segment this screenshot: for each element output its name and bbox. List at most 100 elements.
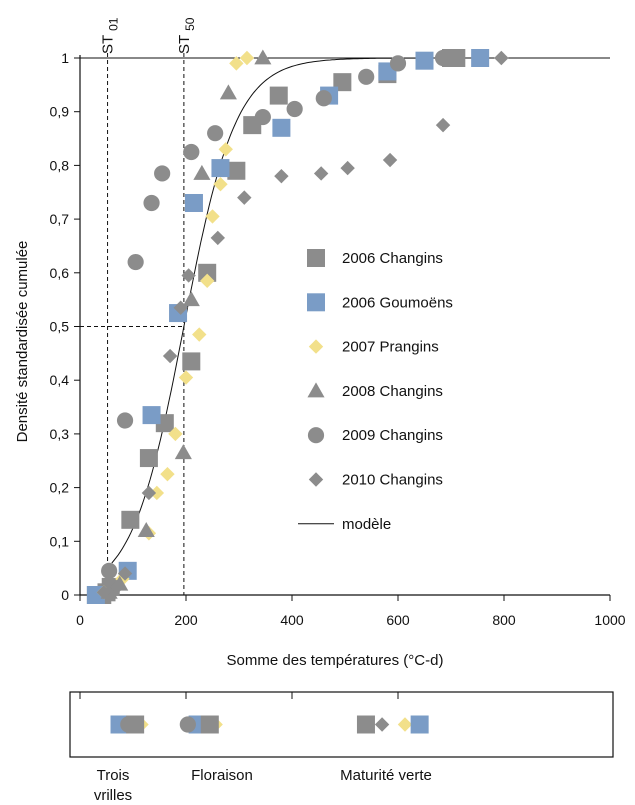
data-point [139,449,158,468]
data-point [162,348,178,364]
y-axis-title: Densité standardisée cumulée [14,241,31,443]
data-point [211,159,230,178]
data-point [239,50,255,66]
data-point [435,117,451,133]
y-tick-label: 0,7 [50,211,70,227]
legend-label: 2008 Changins [342,383,443,400]
data-point [149,485,165,501]
data-points-layer [86,49,509,604]
data-point [340,160,355,176]
data-point [382,152,398,168]
data-point [178,370,194,385]
y-tick-label: 0 [61,587,69,603]
data-point [415,51,434,70]
data-point [142,406,161,425]
data-point [207,125,224,142]
y-tick-label: 0,4 [50,372,70,388]
stage-label-line: Trois [97,767,130,784]
reference-line-label: ST 01 [100,17,121,54]
series-1 [86,49,490,604]
data-point [121,510,140,529]
stage-label: Trois vrilles [94,767,132,804]
data-point [182,291,200,307]
data-point [116,412,134,429]
stage-label-line: Floraison [191,767,253,784]
data-point [154,165,171,182]
legend-marker [307,382,325,398]
legend-label: 2006 Changins [342,250,443,267]
y-tick-label: 0,2 [50,480,70,496]
data-point [358,68,375,85]
data-point [447,49,466,67]
data-point [184,193,203,212]
data-point [254,108,271,126]
legend-marker [308,472,324,487]
stage-strip-frame [69,691,614,758]
data-point [205,209,220,224]
stage-marker [200,715,219,734]
data-point [168,426,183,442]
data-point [192,327,207,342]
data-point [218,142,233,157]
legend-label: 2006 Goumoëns [342,294,453,311]
y-tick-label: 0,1 [50,533,70,549]
data-point [181,268,196,283]
y-tick-label: 0,5 [50,319,70,335]
legend-label: 2009 Changins [342,427,443,444]
y-tick-label: 0,6 [50,265,70,281]
stage-marker [410,715,429,734]
stage-strip: Trois vrilles Floraison Maturité verte [69,691,614,804]
stage-marker [356,715,375,734]
y-tick-label: 1 [61,50,69,66]
data-point [494,50,509,66]
series-5 [96,50,509,600]
x-tick-label: 200 [174,612,198,628]
x-tick-label: 0 [76,612,84,628]
data-point [272,118,291,137]
reference-label-sub: 50 [183,17,197,31]
data-point [313,166,329,181]
legend-marker [308,339,324,354]
legend: 2006 Changins 2006 Goumoëns 2007 Prangins 2… [298,249,453,533]
data-point [286,100,303,118]
x-tick-label: 400 [280,612,304,628]
data-point [193,164,211,180]
stage-label-line: vrilles [94,787,132,804]
data-point [198,263,217,282]
data-point [173,300,188,315]
legend-label: modèle [342,516,391,533]
stage-marker [397,717,413,732]
data-point [96,585,112,600]
data-point [434,49,452,67]
series-4 [101,49,452,579]
x-tick-label: 800 [492,612,516,628]
data-point [229,56,244,71]
data-point [227,161,246,180]
data-point [389,55,407,72]
data-point [141,485,157,501]
data-point [237,190,252,205]
data-point [117,566,133,581]
data-point [254,49,272,65]
stage-marker [126,715,145,734]
data-point [200,273,215,289]
data-point [109,579,125,595]
stage-label-line: Maturité verte [340,767,432,784]
y-tick-label: 0,9 [50,104,70,120]
stage-marker [374,717,390,732]
legend-marker [307,249,325,267]
y-tick-label: 0,8 [50,157,70,173]
data-point [315,90,332,107]
data-point [471,49,490,67]
x-tick-label: 600 [386,612,410,628]
series-2 [96,50,255,600]
data-point [274,168,289,184]
data-point [269,86,288,105]
x-tick-label: 1000 [594,612,625,628]
axes: 0 0,1 0,2 0,3 0,4 0,5 0,6 0,7 0,8 0,9 1 0 200 400 600 8… [50,50,626,628]
reference-label-sub: 01 [107,17,121,31]
data-point [182,352,201,371]
data-point [160,466,175,482]
